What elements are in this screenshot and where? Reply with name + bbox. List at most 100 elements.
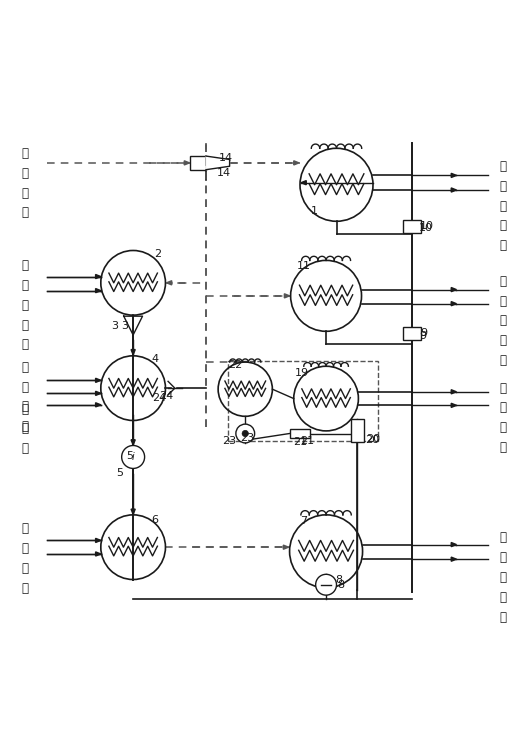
Bar	[403, 327, 422, 340]
Text: 介: 介	[500, 335, 507, 347]
Text: 介: 介	[500, 421, 507, 434]
Text: 热: 热	[500, 402, 507, 414]
Text: 热: 热	[21, 542, 28, 555]
Circle shape	[242, 431, 248, 437]
Text: 却: 却	[21, 381, 28, 393]
Polygon shape	[95, 288, 101, 293]
Bar	[190, 156, 206, 170]
Text: 14: 14	[217, 168, 231, 178]
Text: 21: 21	[293, 437, 307, 447]
Polygon shape	[451, 288, 456, 292]
Text: 被: 被	[500, 160, 507, 173]
Text: 质: 质	[500, 441, 507, 454]
Text: 加: 加	[500, 551, 507, 564]
Polygon shape	[301, 180, 306, 185]
Text: 被: 被	[500, 531, 507, 545]
Text: 质: 质	[21, 582, 28, 595]
Text: 介: 介	[500, 220, 507, 232]
Text: 质: 质	[21, 420, 28, 434]
Text: 10: 10	[420, 221, 434, 232]
Text: 5: 5	[116, 468, 123, 478]
Text: 6: 6	[151, 515, 159, 524]
Text: 21: 21	[300, 437, 314, 446]
Text: 余: 余	[21, 522, 28, 536]
Text: 介: 介	[21, 319, 28, 332]
Polygon shape	[95, 391, 101, 396]
Polygon shape	[451, 557, 456, 561]
Text: 20: 20	[366, 434, 380, 444]
Text: 14: 14	[219, 153, 233, 162]
Text: 5: 5	[126, 451, 133, 461]
Text: 10: 10	[419, 223, 433, 232]
Text: 介: 介	[21, 400, 28, 413]
Circle shape	[316, 574, 337, 595]
Text: 9: 9	[420, 329, 427, 338]
Text: 驱: 驱	[500, 275, 507, 288]
Polygon shape	[451, 542, 456, 547]
Text: 20: 20	[365, 435, 379, 446]
Text: 热: 热	[21, 299, 28, 311]
Text: 介: 介	[21, 562, 28, 575]
Text: 4: 4	[151, 355, 159, 364]
Text: 加: 加	[21, 279, 28, 292]
Text: 7: 7	[300, 516, 307, 526]
Bar	[403, 221, 422, 232]
Text: 22: 22	[228, 360, 242, 370]
Text: 11: 11	[296, 261, 310, 270]
Bar	[289, 429, 310, 438]
Bar	[351, 419, 364, 443]
Text: 被: 被	[21, 259, 28, 272]
Polygon shape	[131, 440, 135, 445]
Polygon shape	[95, 378, 101, 382]
Text: 冷: 冷	[21, 361, 28, 374]
Text: 质: 质	[500, 354, 507, 367]
Text: 热: 热	[500, 314, 507, 327]
Text: 质: 质	[500, 239, 507, 253]
Text: 加: 加	[500, 180, 507, 193]
Polygon shape	[294, 161, 299, 165]
Text: 质: 质	[21, 338, 28, 352]
Text: 工: 工	[21, 147, 28, 160]
Polygon shape	[451, 188, 456, 192]
Polygon shape	[451, 403, 456, 408]
Polygon shape	[95, 274, 101, 279]
Polygon shape	[451, 174, 456, 177]
Polygon shape	[131, 509, 135, 514]
Text: 水: 水	[21, 442, 28, 455]
Polygon shape	[95, 539, 101, 542]
Polygon shape	[206, 156, 230, 170]
Polygon shape	[95, 552, 101, 556]
Text: i: i	[132, 452, 134, 462]
Text: 质: 质	[500, 611, 507, 624]
Polygon shape	[451, 302, 456, 305]
Polygon shape	[95, 403, 101, 407]
Text: 8: 8	[338, 580, 345, 590]
Text: 23: 23	[222, 437, 237, 446]
Text: 19: 19	[295, 367, 309, 378]
Text: 24: 24	[152, 393, 167, 402]
Text: 动: 动	[500, 294, 507, 308]
Text: 热: 热	[500, 200, 507, 212]
Text: 8: 8	[336, 574, 343, 585]
Text: 介: 介	[500, 591, 507, 603]
Polygon shape	[131, 349, 135, 355]
Text: 作: 作	[21, 167, 28, 180]
Text: 凝: 凝	[21, 402, 28, 416]
Polygon shape	[284, 545, 288, 549]
Circle shape	[236, 424, 255, 443]
Text: 23: 23	[240, 433, 255, 443]
Text: 3: 3	[112, 320, 119, 331]
Text: 汽: 汽	[21, 206, 28, 220]
Polygon shape	[184, 161, 189, 165]
Text: 1: 1	[310, 206, 317, 216]
Text: 热: 热	[500, 571, 507, 584]
Text: 9: 9	[419, 331, 426, 341]
Text: 蒸: 蒸	[21, 187, 28, 200]
Text: 结: 结	[21, 422, 28, 435]
Text: 3: 3	[121, 320, 128, 331]
Text: 2: 2	[154, 249, 161, 259]
Circle shape	[122, 446, 144, 469]
Polygon shape	[451, 390, 456, 394]
Bar	[228, 361, 378, 441]
Text: 余: 余	[500, 381, 507, 395]
